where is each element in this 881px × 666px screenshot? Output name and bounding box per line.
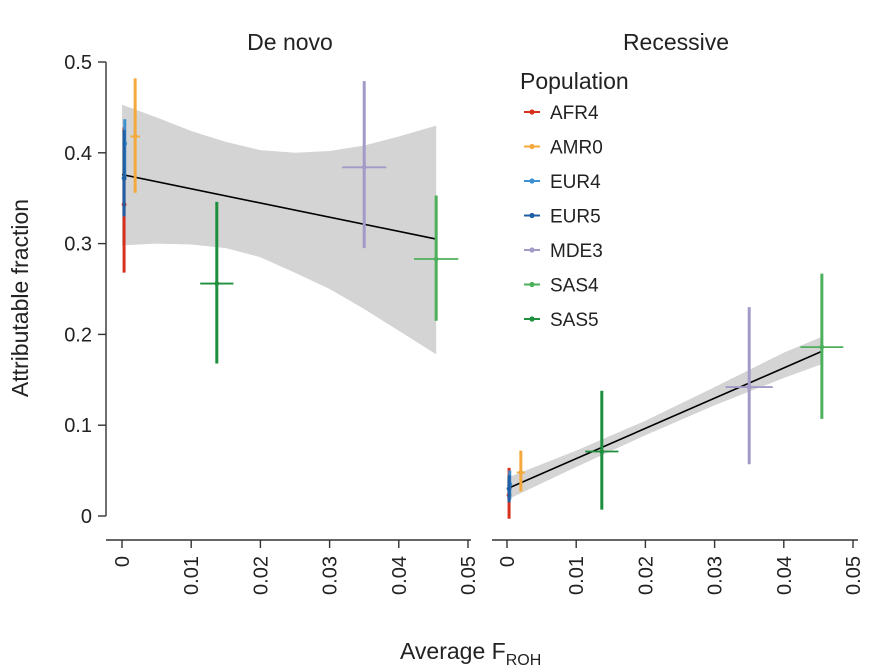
data-point-eur5 <box>121 130 127 217</box>
x-tick-label: 0 <box>112 556 134 567</box>
legend-entry-eur5: EUR5 <box>524 207 601 228</box>
legend-label: MDE3 <box>550 241 603 262</box>
y-tick-label: 0.1 <box>64 415 92 437</box>
legend-swatch-dot <box>529 212 535 219</box>
legend-swatch-dot <box>529 178 535 184</box>
confidence-band <box>507 337 822 500</box>
point-marker <box>132 134 138 139</box>
data-point-mde3 <box>725 307 773 465</box>
legend-swatch-dot <box>529 109 535 115</box>
y-axis-label: Attributable fraction <box>7 199 33 397</box>
point-marker <box>433 256 439 262</box>
point-marker <box>121 175 127 181</box>
legend-label: EUR5 <box>550 207 601 228</box>
legend-entry-mde3: MDE3 <box>524 241 603 262</box>
data-point-amr0 <box>130 78 140 193</box>
legend-entry-eur4: EUR4 <box>524 172 601 193</box>
legend-entry-sas5: SAS5 <box>524 310 599 331</box>
legend: Population AFR4 AMR0 EUR4 EUR5 MDE3 SAS4 SAS5 <box>520 68 629 331</box>
panel-title: De novo <box>247 29 333 55</box>
point-marker <box>518 470 524 475</box>
x-tick-label: 0.03 <box>705 556 727 595</box>
legend-swatch-dot <box>529 281 535 288</box>
legend-label: EUR4 <box>550 172 601 193</box>
data-point-amr0 <box>516 450 525 492</box>
data-point-sas4 <box>800 273 844 419</box>
legend-entry-sas4: SAS4 <box>524 276 599 297</box>
legend-title: Population <box>520 68 629 94</box>
panel-title: Recessive <box>623 29 729 55</box>
legend-label: SAS4 <box>550 276 599 297</box>
panel-recessive: Recessive 0 0.01 0.02 0.03 0.04 0.05 <box>492 29 865 595</box>
y-axis: 0 0.1 0.2 0.3 0.4 0.5 <box>64 52 107 528</box>
x-tick-label: 0.01 <box>181 556 203 595</box>
x-tick-label: 0.04 <box>389 556 411 595</box>
legend-label: AMR0 <box>550 138 603 159</box>
x-tick-label: 0.04 <box>774 556 796 595</box>
legend-label: SAS5 <box>550 310 599 331</box>
point-marker <box>214 281 220 286</box>
y-tick-label: 0.2 <box>64 324 92 346</box>
x-tick-label: 0 <box>497 556 519 567</box>
x-axis-label: Average FROH <box>400 638 541 666</box>
legend-entry-amr0: AMR0 <box>524 138 603 159</box>
x-axis-label-main: Average F <box>400 638 506 664</box>
legend-swatch-dot <box>529 247 535 253</box>
point-marker <box>819 344 825 350</box>
point-marker <box>506 486 512 492</box>
x-tick-label: 0.03 <box>320 556 342 595</box>
x-tick-label: 0.02 <box>635 556 657 595</box>
x-axis-label-subscript: ROH <box>506 652 542 666</box>
data-point-eur5 <box>506 475 512 503</box>
regression-line <box>121 173 437 240</box>
regression-line <box>506 350 822 490</box>
legend-swatch-dot <box>529 316 535 322</box>
data-point-sas4 <box>414 195 459 321</box>
legend-swatch-dot <box>529 143 535 150</box>
y-tick-label: 0.4 <box>64 143 92 165</box>
data-point-sas5 <box>585 390 619 510</box>
x-tick-label: 0.05 <box>843 556 865 595</box>
legend-entry-afr4: AFR4 <box>524 103 599 124</box>
point-marker <box>746 384 752 390</box>
legend-label: AFR4 <box>550 103 599 124</box>
y-tick-label: 0.3 <box>64 234 92 256</box>
data-point-mde3 <box>342 81 387 249</box>
panel-de-novo: De novo 0 0.01 0.02 0.03 0.04 0.05 <box>106 29 480 595</box>
x-tick-label: 0.02 <box>250 556 272 595</box>
x-tick-label: 0.05 <box>458 556 480 595</box>
point-marker <box>599 449 605 454</box>
data-point-sas5 <box>200 201 234 364</box>
y-tick-label: 0 <box>81 506 92 528</box>
y-tick-label: 0.5 <box>64 52 92 74</box>
point-marker <box>361 164 367 170</box>
x-tick-label: 0.01 <box>566 556 588 595</box>
